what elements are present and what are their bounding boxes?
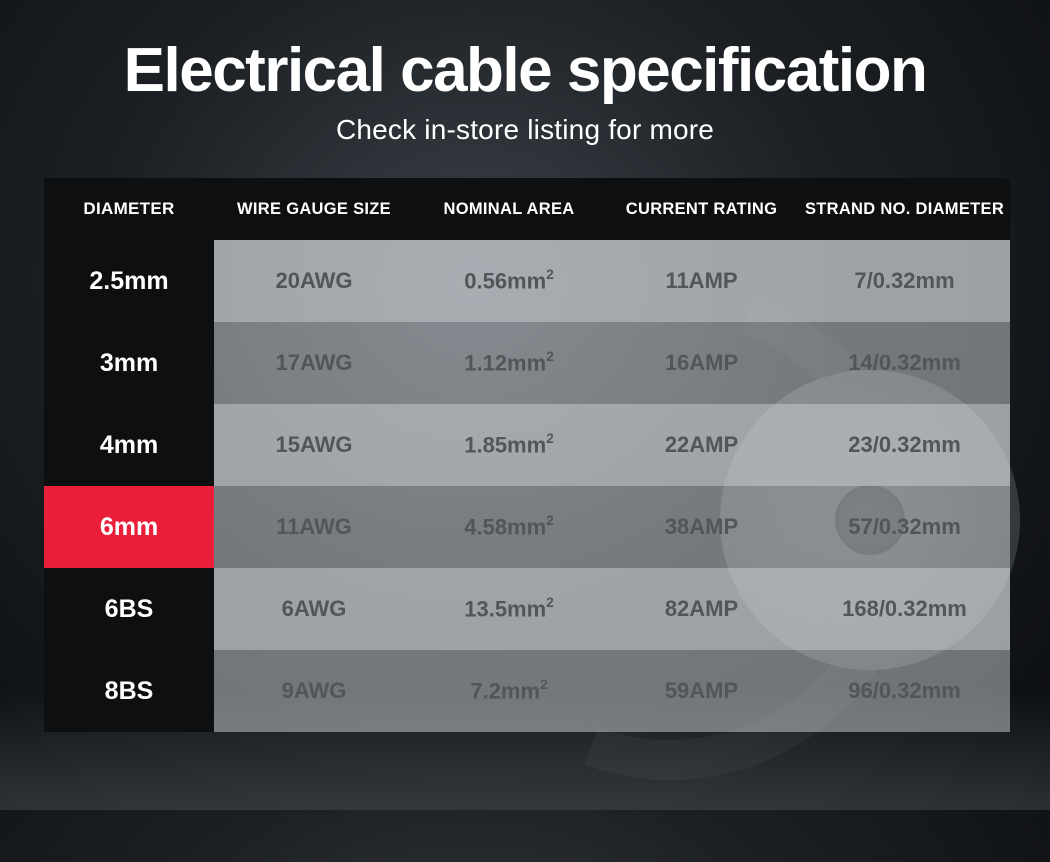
cell-gauge: 20AWG [214,260,414,302]
cell-current: 22AMP [604,424,799,466]
page-subtitle: Check in-store listing for more [0,114,1050,146]
col-header-gauge: WIRE GAUGE SIZE [214,192,414,227]
cell-strand: 96/0.32mm [799,670,1010,712]
table-body: 2.5mm20AWG0.56mm211AMP7/0.32mm3mm17AWG1.… [44,240,1006,732]
col-header-strand: STRAND NO. DIAMETER [799,192,1010,227]
cell-gauge: 17AWG [214,342,414,384]
cell-strand: 14/0.32mm [799,342,1010,384]
cell-strand: 23/0.32mm [799,424,1010,466]
table-row: 3mm17AWG1.12mm216AMP14/0.32mm [44,322,1006,404]
table-row: 4mm15AWG1.85mm222AMP23/0.32mm [44,404,1006,486]
cell-diameter: 4mm [44,404,214,486]
cell-gauge: 11AWG [214,506,414,548]
cell-area: 7.2mm2 [414,670,604,712]
cell-gauge: 15AWG [214,424,414,466]
col-header-diameter: DIAMETER [44,178,214,240]
cell-gauge: 9AWG [214,670,414,712]
cell-area: 13.5mm2 [414,588,604,630]
cell-current: 59AMP [604,670,799,712]
table-row: 8BS9AWG7.2mm259AMP96/0.32mm [44,650,1006,732]
cell-strand: 7/0.32mm [799,260,1010,302]
page-title: Electrical cable specification [0,40,1050,102]
spec-table: DIAMETER WIRE GAUGE SIZE NOMINAL AREA CU… [44,178,1006,732]
cell-area: 1.85mm2 [414,424,604,466]
cell-area: 0.56mm2 [414,260,604,302]
cell-area: 4.58mm2 [414,506,604,548]
table-row: 6BS6AWG13.5mm282AMP168/0.32mm [44,568,1006,650]
table-header-row: DIAMETER WIRE GAUGE SIZE NOMINAL AREA CU… [44,178,1006,240]
cell-current: 11AMP [604,260,799,302]
cell-diameter: 6mm [44,486,214,568]
cell-current: 38AMP [604,506,799,548]
cell-current: 82AMP [604,588,799,630]
table-row: 6mm11AWG4.58mm238AMP57/0.32mm [44,486,1006,568]
col-header-area: NOMINAL AREA [414,192,604,227]
cell-current: 16AMP [604,342,799,384]
cell-diameter: 6BS [44,568,214,650]
cell-area: 1.12mm2 [414,342,604,384]
cell-strand: 168/0.32mm [799,588,1010,630]
cell-strand: 57/0.32mm [799,506,1010,548]
cell-gauge: 6AWG [214,588,414,630]
col-header-current: CURRENT RATING [604,192,799,227]
cell-diameter: 8BS [44,650,214,732]
cell-diameter: 3mm [44,322,214,404]
table-row: 2.5mm20AWG0.56mm211AMP7/0.32mm [44,240,1006,322]
cell-diameter: 2.5mm [44,240,214,322]
